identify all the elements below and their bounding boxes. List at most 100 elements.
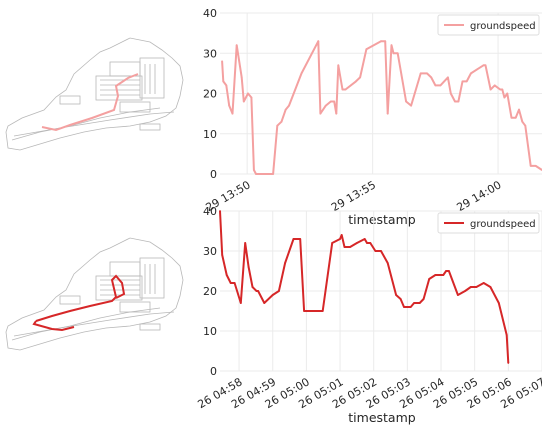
data-point bbox=[534, 165, 537, 167]
data-point bbox=[409, 306, 412, 308]
y-tick-label: 20 bbox=[203, 88, 217, 101]
data-point bbox=[418, 302, 421, 304]
data-point bbox=[428, 278, 431, 280]
data-point bbox=[445, 270, 447, 272]
data-point bbox=[253, 169, 255, 171]
data-point bbox=[524, 124, 527, 127]
data-point bbox=[228, 104, 231, 107]
y-tick-label: 30 bbox=[203, 47, 217, 60]
data-point bbox=[333, 100, 336, 103]
data-point bbox=[356, 242, 358, 244]
data-point bbox=[384, 40, 387, 43]
data-point bbox=[222, 80, 225, 83]
data-point bbox=[331, 242, 334, 244]
y-tick-label: 10 bbox=[203, 128, 217, 141]
data-point bbox=[422, 298, 425, 300]
data-point bbox=[329, 100, 332, 103]
data-point bbox=[341, 88, 344, 91]
data-point bbox=[501, 88, 504, 91]
data-point bbox=[442, 274, 445, 276]
data-point bbox=[454, 100, 456, 103]
data-point bbox=[225, 84, 228, 87]
data-point bbox=[380, 40, 382, 43]
data-point bbox=[469, 286, 472, 288]
x-axis-label: timestamp bbox=[348, 410, 415, 425]
data-point bbox=[434, 274, 437, 276]
data-point bbox=[461, 80, 464, 83]
data-point bbox=[399, 298, 402, 300]
data-point bbox=[518, 108, 520, 111]
data-point bbox=[319, 112, 322, 115]
y-tick-label: 0 bbox=[210, 365, 217, 378]
data-point bbox=[413, 302, 415, 304]
data-point bbox=[380, 250, 382, 252]
data-point bbox=[284, 262, 286, 264]
data-point bbox=[464, 290, 466, 292]
data-point bbox=[489, 286, 492, 288]
data-point bbox=[231, 112, 234, 115]
legend: groundspeed bbox=[437, 14, 540, 36]
data-point bbox=[529, 165, 532, 167]
data-point bbox=[255, 173, 257, 175]
data-point bbox=[390, 44, 393, 47]
data-point bbox=[242, 100, 245, 103]
y-tick-label: 30 bbox=[203, 245, 217, 258]
data-point bbox=[374, 250, 377, 252]
legend-box bbox=[437, 14, 540, 36]
data-point bbox=[271, 294, 274, 296]
data-point bbox=[457, 294, 459, 296]
data-point bbox=[405, 100, 407, 103]
data-point bbox=[363, 238, 366, 240]
data-point bbox=[247, 92, 249, 95]
data-point bbox=[257, 290, 259, 292]
data-point bbox=[278, 290, 280, 292]
legend-box bbox=[437, 212, 540, 234]
data-point bbox=[395, 294, 397, 296]
data-point bbox=[448, 270, 450, 272]
data-point bbox=[449, 92, 452, 95]
y-tick-label: 0 bbox=[210, 168, 217, 181]
data-point bbox=[482, 64, 485, 67]
data-point bbox=[497, 302, 500, 304]
data-point bbox=[493, 84, 496, 87]
data-point bbox=[403, 306, 405, 308]
data-point bbox=[263, 302, 266, 304]
legend-label: groundspeed bbox=[470, 21, 536, 32]
data-point bbox=[447, 76, 449, 79]
data-point bbox=[324, 104, 327, 107]
data-point bbox=[250, 96, 253, 99]
data-point bbox=[521, 120, 524, 123]
data-point bbox=[505, 334, 508, 336]
data-point bbox=[392, 52, 395, 55]
data-point bbox=[476, 68, 479, 71]
data-point bbox=[365, 48, 368, 51]
data-point bbox=[255, 290, 258, 292]
data-point bbox=[239, 302, 242, 304]
data-point bbox=[343, 246, 346, 248]
data-point bbox=[340, 234, 343, 236]
data-point bbox=[344, 88, 347, 91]
data-point bbox=[510, 116, 513, 119]
data-point bbox=[335, 112, 338, 115]
data-point bbox=[426, 72, 428, 75]
data-point bbox=[317, 40, 320, 43]
data-point bbox=[233, 282, 236, 284]
track-map-bottom bbox=[5, 237, 184, 351]
data-point bbox=[276, 124, 279, 127]
data-point bbox=[284, 108, 287, 111]
data-point bbox=[225, 274, 228, 276]
data-point bbox=[386, 262, 389, 264]
data-point bbox=[300, 72, 303, 75]
y-tick-label: 20 bbox=[203, 285, 217, 298]
series-line-groundspeed bbox=[219, 210, 510, 364]
data-point bbox=[288, 104, 290, 107]
data-point bbox=[251, 286, 254, 288]
track-map-top bbox=[5, 37, 184, 151]
data-point bbox=[410, 104, 412, 107]
data-point bbox=[229, 282, 232, 284]
data-point bbox=[419, 72, 422, 75]
data-point bbox=[457, 100, 460, 103]
